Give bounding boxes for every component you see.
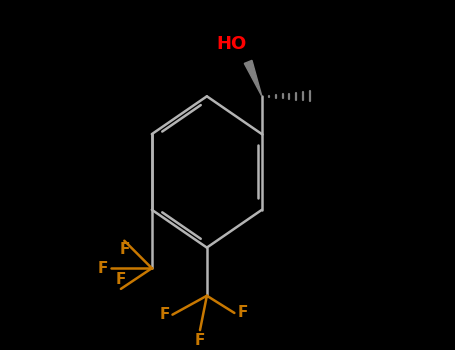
- Text: F: F: [159, 307, 170, 322]
- Polygon shape: [244, 60, 262, 96]
- Text: F: F: [97, 261, 108, 276]
- Text: F: F: [119, 243, 130, 258]
- Text: F: F: [116, 272, 126, 287]
- Text: F: F: [195, 332, 205, 348]
- Text: F: F: [237, 306, 248, 321]
- Text: HO: HO: [216, 35, 247, 53]
